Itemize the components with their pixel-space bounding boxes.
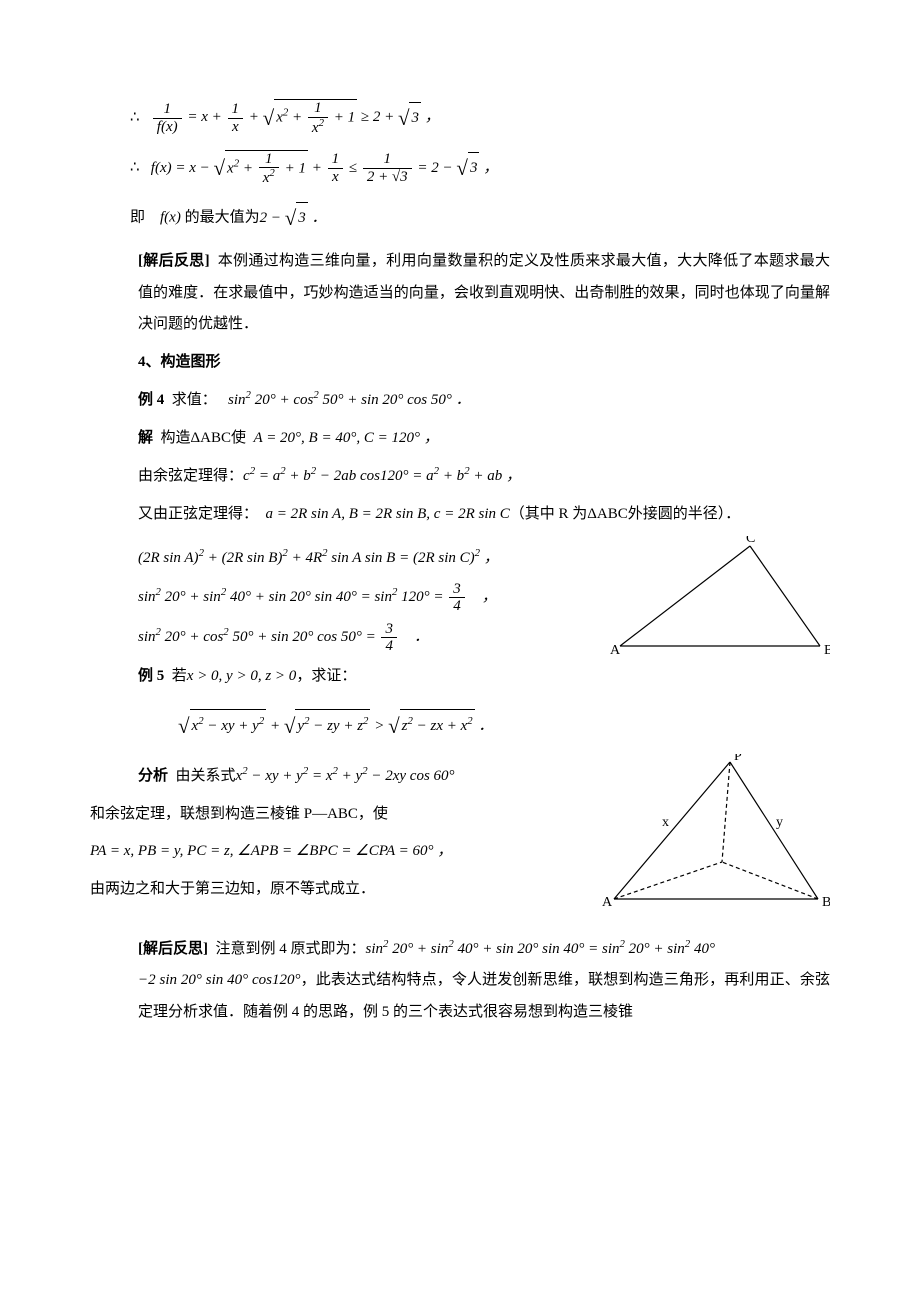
svg-text:A: A <box>602 895 613 910</box>
therefore-symbol: ∴ <box>130 109 140 125</box>
sol4-3-zh3: 外接圆的半径）． <box>628 506 741 522</box>
svg-text:A: A <box>610 643 621 656</box>
solution-4-line-2: 由余弦定理得：c2 = a2 + b2 − 2ab cos120° = a2 +… <box>90 460 830 493</box>
example-4-expr: sin2 20° + cos2 50° + sin 20° cos 50° ． <box>228 392 471 408</box>
sol4-1-zh1: 构造 <box>161 430 191 446</box>
triangle-abc-2: ΔABC <box>587 506 628 522</box>
eq2-formula: f(x) = x − √x2 + 1x2 + 1 + 1x ≤ 12 + √3 … <box>151 160 498 176</box>
solution-4-line-1: 解 构造ΔABC使 A = 20°, B = 40°, C = 120° ， <box>90 423 830 455</box>
analysis-5-line-1: 分析 由关系式x2 − xy + y2 = x2 + y2 − 2xy cos … <box>90 760 580 793</box>
reflection-1: [解后反思] 本例通过构造三维向量，利用向量数量积的定义及性质来求最大值，大大降… <box>90 246 830 341</box>
eq3-prefix: 即 <box>130 210 145 226</box>
analysis-5-line-2: 和余弦定理，联想到构造三棱锥 P—ABC，使 <box>90 799 580 831</box>
reflection-1-label: [解后反思] <box>138 253 210 269</box>
section-4-title: 4、构造图形 <box>90 347 830 379</box>
sol4-3-formula: a = 2R sin A, B = 2R sin B, c = 2R sin C <box>266 506 510 522</box>
solution-4-line-3: 又由正弦定理得： a = 2R sin A, B = 2R sin B, c =… <box>90 499 830 531</box>
ex5-equation: √x2 − xy + y2 + √y2 − zy + z2 > √z2 − zx… <box>90 704 830 748</box>
triangle-abc: ΔABC <box>191 430 232 446</box>
eq3-mid: 的最大值为 <box>185 210 260 226</box>
equation-1: ∴ 1f(x) = x + 1x + √x2 + 1x2 + 1 ≥ 2 + √… <box>90 96 830 140</box>
figure-block-triangle: (2R sin A)2 + (2R sin B)2 + 4R2 sin A si… <box>90 536 830 698</box>
solution-4-line-6: sin2 20° + cos2 50° + sin 20° cos 50° = … <box>90 621 590 655</box>
figure-block-tetra: 分析 由关系式x2 − xy + y2 = x2 + y2 − 2xy cos … <box>90 754 830 927</box>
analysis-label: 分析 <box>138 768 168 784</box>
example-5-label: 例 5 <box>138 668 164 684</box>
solution-4-line-4: (2R sin A)2 + (2R sin B)2 + 4R2 sin A si… <box>90 542 590 575</box>
example-4: 例 4 求值： sin2 20° + cos2 50° + sin 20° co… <box>90 384 830 417</box>
example-4-prompt: 求值： <box>172 392 217 408</box>
eq3-formula: 2 − √3 ． <box>260 210 327 226</box>
reflection-2-label: [解后反思] <box>138 941 208 957</box>
sol4-2-formula: c2 = a2 + b2 − 2ab cos120° = a2 + b2 + a… <box>243 468 521 484</box>
tetrahedron-figure: P A Bx y <box>600 754 830 914</box>
ana5-1-zh: 由关系式 <box>176 768 236 784</box>
sol4-2-zh: 由余弦定理得： <box>138 468 243 484</box>
eq1-formula: 1f(x) = x + 1x + √x2 + 1x2 + 1 ≥ 2 + √3 … <box>151 109 440 125</box>
sol4-3-zh1: 又由正弦定理得： <box>138 506 258 522</box>
analysis-5-line-3: PA = x, PB = y, PC = z, ∠APB = ∠BPC = ∠C… <box>90 836 580 868</box>
svg-text:y: y <box>776 815 783 830</box>
page: ∴ 1f(x) = x + 1x + √x2 + 1x2 + 1 ≥ 2 + √… <box>0 0 920 1094</box>
example-4-label: 例 4 <box>138 392 164 408</box>
example-5: 例 5 若x > 0, y > 0, z > 0，求证： <box>90 661 590 693</box>
sol4-1-cond: A = 20°, B = 40°, C = 120° ， <box>254 430 439 446</box>
triangle-figure: A B C <box>610 536 830 656</box>
solution-4-line-5: sin2 20° + sin2 40° + sin 20° sin 40° = … <box>90 581 590 615</box>
reflect2-f2: −2 sin 20° sin 40° cos120° <box>138 972 301 988</box>
svg-text:B: B <box>824 643 830 656</box>
solution-label: 解 <box>138 430 153 446</box>
svg-text:x: x <box>662 815 669 830</box>
therefore-symbol: ∴ <box>130 160 140 176</box>
svg-text:P: P <box>734 754 742 764</box>
analysis-5-line-4: 由两边之和大于第三边知，原不等式成立． <box>90 874 580 906</box>
eq3-fx: f(x) <box>160 210 185 226</box>
reflect2-zh1: 注意到例 4 原式即为： <box>216 941 366 957</box>
ex5-zh2: ，求证： <box>296 668 356 684</box>
reflect2-f1: sin2 20° + sin2 40° + sin 20° sin 40° = … <box>366 941 715 957</box>
equation-2: ∴ f(x) = x − √x2 + 1x2 + 1 + 1x ≤ 12 + √… <box>90 146 830 190</box>
reflection-2: [解后反思] 注意到例 4 原式即为：sin2 20° + sin2 40° +… <box>90 933 830 1029</box>
ex5-zh1: 若 <box>172 668 187 684</box>
equation-3: 即 f(x) 的最大值为2 − √3 ． <box>90 196 830 240</box>
reflection-1-body: 本例通过构造三维向量，利用向量数量积的定义及性质来求最大值，大大降低了本题求最大… <box>138 253 830 332</box>
sol4-1-zh2: 使 <box>231 430 246 446</box>
svg-text:B: B <box>822 895 830 910</box>
ex5-cond: x > 0, y > 0, z > 0 <box>187 668 297 684</box>
ana5-1-rel: x2 − xy + y2 = x2 + y2 − 2xy cos 60° <box>236 768 455 784</box>
svg-text:C: C <box>746 536 755 546</box>
sol4-3-zh2: （其中 R 为 <box>510 506 588 522</box>
